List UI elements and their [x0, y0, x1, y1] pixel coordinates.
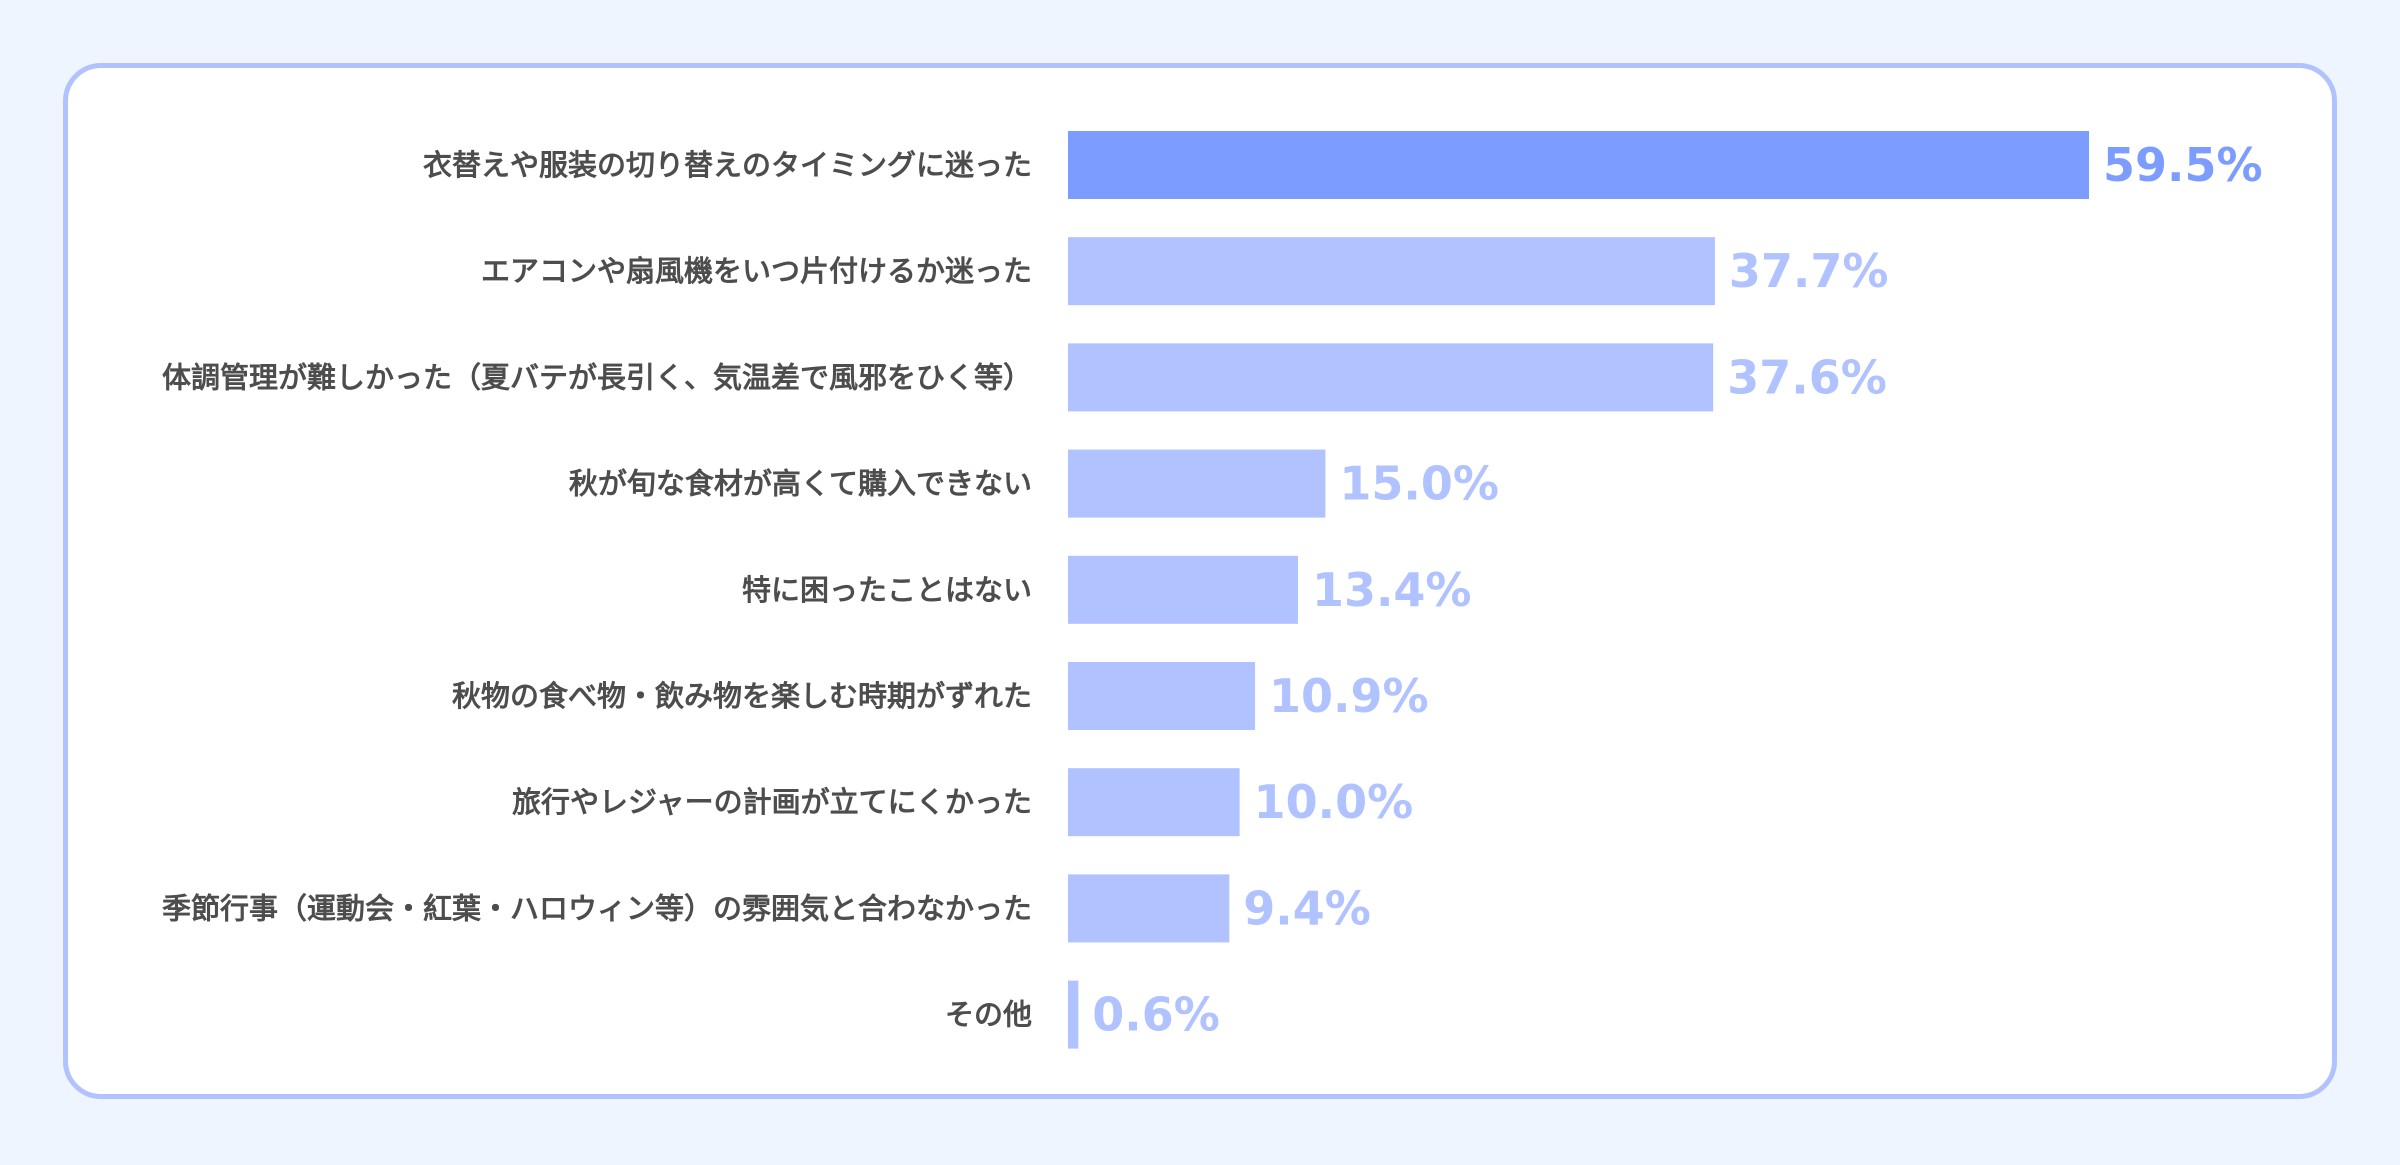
bar: [1068, 555, 1298, 624]
category-label: 体調管理が難しかった（夏バテが長引く、気温差で風邪をひく等）: [162, 360, 1032, 394]
value-label: 13.4%: [1312, 563, 1472, 617]
value-label: 9.4%: [1243, 881, 1371, 935]
bar: [1068, 449, 1326, 518]
category-label: 秋物の食べ物・飲み物を楽しむ時期がずれた: [452, 679, 1032, 713]
category-label: 季節行事（運動会・紅葉・ハロウィン等）の雰囲気と合わなかった: [162, 891, 1032, 925]
value-label: 15.0%: [1339, 457, 1499, 511]
value-label: 0.6%: [1092, 988, 1220, 1042]
value-label: 59.5%: [2103, 138, 2263, 192]
category-label: 特に困ったことはない: [742, 573, 1032, 607]
bar: [1068, 343, 1714, 412]
category-label: その他: [945, 998, 1032, 1032]
bar: [1068, 662, 1256, 730]
bar: [1068, 980, 1079, 1049]
value-label: 37.6%: [1727, 350, 1887, 404]
value-label: 10.0%: [1254, 775, 1414, 829]
bar: [1068, 874, 1230, 943]
category-label: 秋が旬な食材が高くて購入できない: [569, 467, 1032, 501]
bar: [1068, 237, 1715, 306]
bar: [1068, 131, 2090, 199]
value-label: 37.7%: [1729, 244, 1889, 298]
category-label: 衣替えや服装の切り替えのタイミングに迷った: [423, 148, 1032, 182]
value-label: 10.9%: [1269, 669, 1429, 723]
category-label: 旅行やレジャーの計画が立てにくかった: [512, 785, 1032, 819]
category-label: エアコンや扇風機をいつ片付けるか迷った: [481, 254, 1032, 288]
bar: [1068, 768, 1240, 837]
